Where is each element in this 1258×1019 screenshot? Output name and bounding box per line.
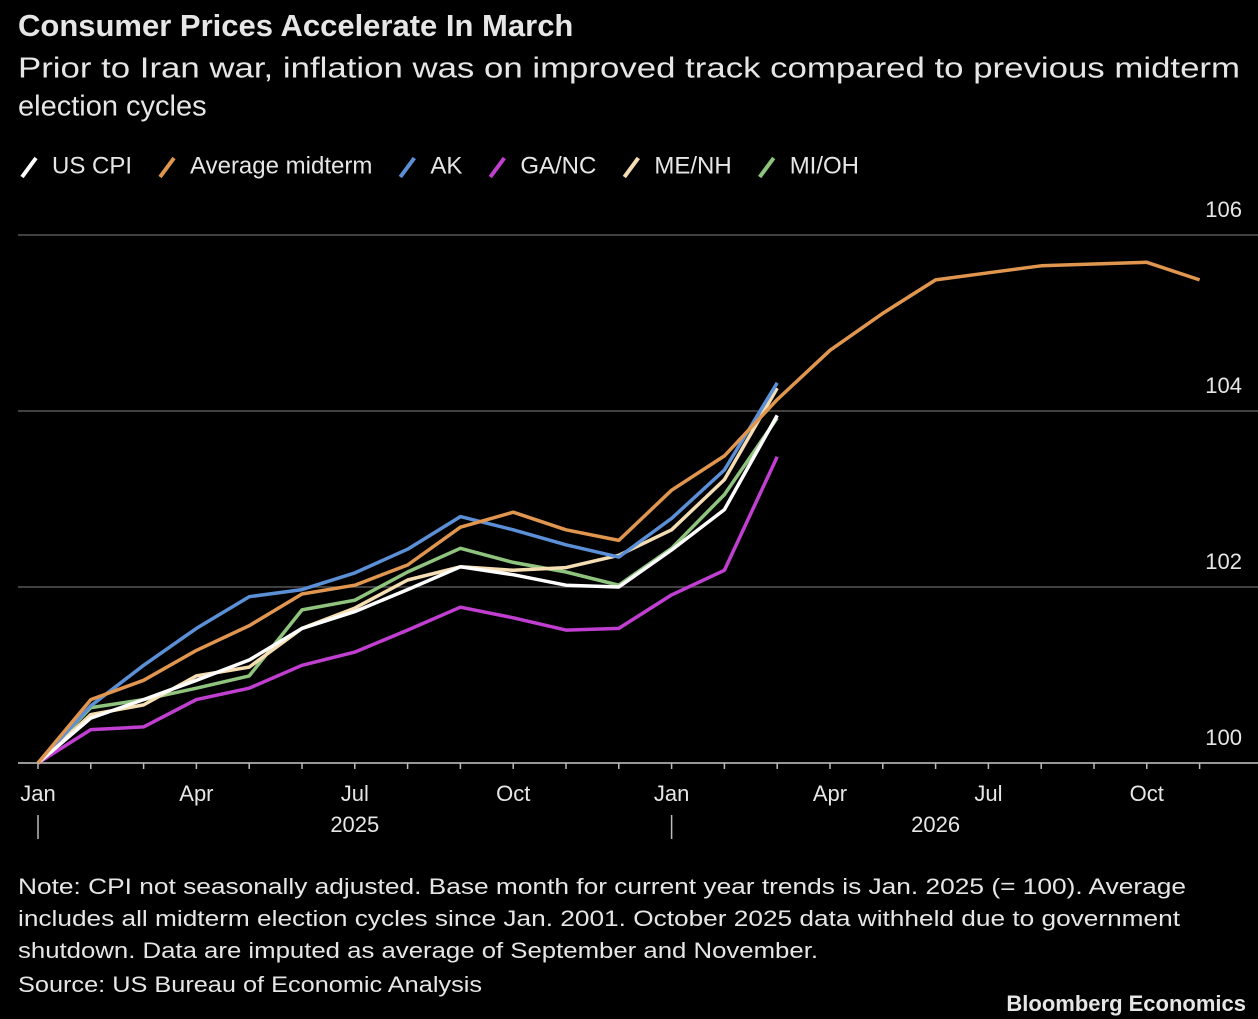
legend-label: ME/NH xyxy=(654,152,731,179)
legend-marker xyxy=(398,156,416,179)
x-tick-label: Apr xyxy=(179,781,213,806)
series-line xyxy=(37,456,779,765)
note: shutdown. Data are imputed as average of… xyxy=(18,938,818,963)
y-tick-label: 102 xyxy=(1205,549,1242,574)
x-tick-label: Jul xyxy=(341,781,369,806)
source: Source: US Bureau of Economic Analysis xyxy=(18,972,482,997)
x-tick-label: Oct xyxy=(1130,781,1164,806)
chart-title: Consumer Prices Accelerate In March xyxy=(18,8,573,43)
series-line xyxy=(36,387,779,765)
chart-subtitle: Prior to Iran war, inflation was on impr… xyxy=(18,53,1240,85)
series-line xyxy=(36,260,1201,765)
legend-marker xyxy=(20,156,38,179)
legend-marker xyxy=(158,156,176,179)
legend-marker xyxy=(758,156,776,179)
series-line xyxy=(36,381,779,765)
note: includes all midterm election cycles sin… xyxy=(18,906,1180,931)
credit: Bloomberg Economics xyxy=(1006,991,1246,1016)
series-line xyxy=(36,414,779,765)
legend-marker xyxy=(488,156,506,179)
x-tick-label: Jan xyxy=(20,781,55,806)
x-tick-label: Jan xyxy=(654,781,689,806)
y-tick-label: 104 xyxy=(1205,373,1242,398)
legend-label: US CPI xyxy=(52,152,132,179)
note: Note: CPI not seasonally adjusted. Base … xyxy=(18,874,1186,899)
legend-label: Average midterm xyxy=(190,152,372,179)
x-tick-label: Apr xyxy=(813,781,847,806)
legend-label: MI/OH xyxy=(790,152,859,179)
chart-subtitle: election cycles xyxy=(18,91,207,123)
x-tick-label: Jul xyxy=(974,781,1002,806)
legend-marker xyxy=(622,156,640,179)
legend-label: GA/NC xyxy=(520,152,596,179)
y-tick-label: 106 xyxy=(1205,197,1242,222)
y-tick-label: 100 xyxy=(1205,725,1242,750)
x-tick-label: Oct xyxy=(496,781,530,806)
year-label: 2026 xyxy=(911,812,960,837)
year-label: 2025 xyxy=(330,812,379,837)
legend-label: AK xyxy=(430,152,462,179)
